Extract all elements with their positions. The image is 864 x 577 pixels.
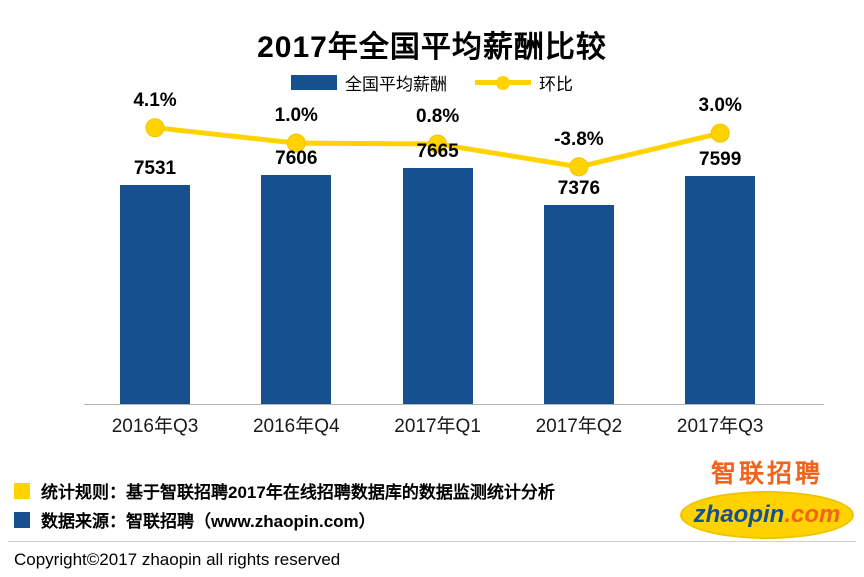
zhaopin-logo-oval: zhaopin .com — [680, 490, 854, 539]
line-marker — [569, 157, 589, 177]
bar-value-label: 7531 — [133, 158, 177, 179]
bar-value-label: 7376 — [557, 178, 601, 199]
zhaopin-logo-cn-text: 智联招聘 — [710, 460, 823, 488]
category-label: 2017年Q2 — [535, 416, 623, 437]
ratio-line-layer — [145, 118, 730, 177]
line-series-label: 环比 — [539, 75, 573, 94]
chart-plot-area: 7531 4.1% 2016年Q3 7606 1.0% 2016年Q4 7665 0.8% 20… — [84, 90, 824, 437]
line-marker-icon — [496, 75, 510, 90]
legend: 全国平均薪酬 环比 — [0, 70, 864, 95]
percent-label: 1.0% — [274, 105, 318, 127]
bar-value-label: 7606 — [275, 148, 318, 169]
bar-2016年Q3 — [120, 185, 190, 404]
bar-2017年Q1 — [402, 168, 473, 404]
category-label: 2017年Q1 — [394, 416, 481, 437]
yellow-square-icon — [14, 482, 30, 499]
percent-label: -3.8% — [554, 128, 604, 150]
bar-value-label: 7599 — [699, 149, 742, 170]
chart-title: 2017年全国平均薪酬比较 — [257, 31, 607, 64]
bar-series-swatch-icon — [291, 75, 337, 90]
percent-label: 0.8% — [415, 106, 460, 128]
line-marker — [710, 123, 730, 143]
bar-2016年Q4 — [261, 175, 332, 404]
footer-divider — [8, 541, 856, 542]
bar-2017年Q2 — [543, 205, 614, 404]
bar-2017年Q3 — [685, 176, 756, 404]
category-label: 2017年Q3 — [676, 416, 764, 437]
blue-square-icon — [14, 511, 30, 528]
zhaopin-logo-suffix-text: .com — [784, 500, 841, 528]
copyright-text: Copyright©2017 zhaopin all rights reserv… — [14, 550, 341, 569]
category-label: 2016年Q3 — [111, 416, 199, 437]
note-data-source: 数据来源：智联招聘（www.zhaopin.com） — [14, 507, 376, 532]
bar-value-label: 7665 — [416, 141, 459, 162]
zhaopin-logo: 智联招聘 zhaopin .com — [680, 460, 854, 539]
line-marker — [286, 133, 306, 153]
bar-series-label: 全国平均薪酬 — [345, 75, 447, 94]
note-data-source-text: 数据来源：智联招聘（www.zhaopin.com） — [41, 512, 376, 531]
zhaopin-logo-en-text: zhaopin — [693, 500, 785, 528]
line-marker — [145, 118, 165, 138]
category-label: 2016年Q4 — [252, 416, 340, 437]
line-marker — [428, 134, 448, 154]
note-statistic-rule-text: 统计规则：基于智联招聘2017年在线招聘数据库的数据监测统计分析 — [41, 483, 555, 502]
percent-label: 4.1% — [133, 89, 177, 111]
line-series-swatch-icon — [475, 75, 531, 90]
percent-label: 3.0% — [698, 95, 742, 117]
note-statistic-rule: 统计规则：基于智联招聘2017年在线招聘数据库的数据监测统计分析 — [14, 478, 555, 503]
